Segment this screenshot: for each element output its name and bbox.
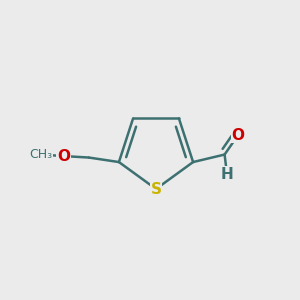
Text: H: H (220, 167, 233, 182)
Text: S: S (151, 182, 161, 196)
Text: CH₃: CH₃ (29, 148, 52, 161)
Text: O: O (57, 148, 70, 164)
Text: O: O (232, 128, 244, 142)
